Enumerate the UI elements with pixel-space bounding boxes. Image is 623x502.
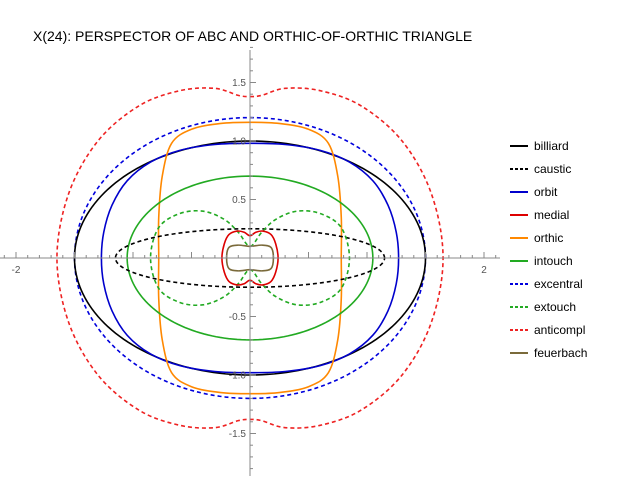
x-tick-label: 2: [481, 265, 487, 276]
legend-label-excentral: excentral: [534, 277, 583, 291]
legend-label-medial: medial: [534, 208, 569, 222]
legend-label-orthic: orthic: [534, 231, 563, 245]
y-tick-label: 1.0: [232, 137, 246, 148]
y-tick-label: 1.5: [232, 78, 246, 89]
axes-layer: 1.5 1.0 0.5 -0.5 -1.0 -1.5 -2 2: [0, 46, 500, 476]
y-tick-label: -0.5: [229, 312, 247, 323]
legend-label-intouch: intouch: [534, 254, 573, 268]
legend-label-extouch: extouch: [534, 300, 576, 314]
legend: billiard caustic orbit medial orthic intouch e…: [510, 139, 587, 360]
legend-label-anticompl: anticompl: [534, 323, 585, 337]
legend-label-caustic: caustic: [534, 162, 571, 176]
legend-label-billiard: billiard: [534, 139, 569, 153]
y-tick-label: -1.5: [229, 429, 247, 440]
y-tick-label: 0.5: [232, 195, 246, 206]
legend-label-feuerbach: feuerbach: [534, 346, 587, 360]
y-tick-label: -1.0: [229, 371, 247, 382]
chart-title: X(24): PERSPECTOR OF ABC AND ORTHIC-OF-O…: [33, 28, 472, 44]
x-tick-label: -2: [12, 265, 21, 276]
legend-label-orbit: orbit: [534, 185, 558, 199]
